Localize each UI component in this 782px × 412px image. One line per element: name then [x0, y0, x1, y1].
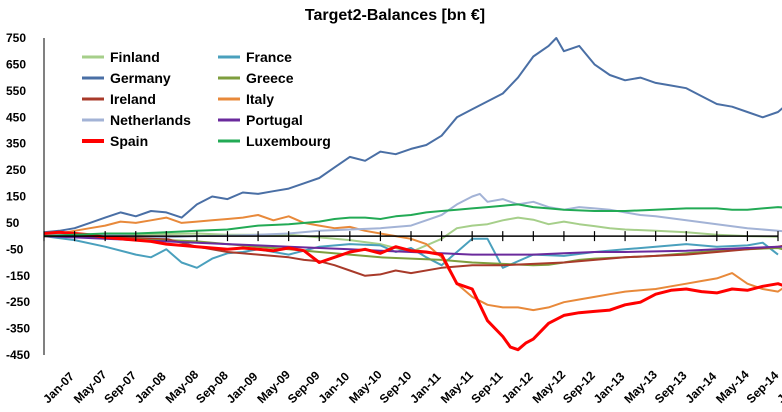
y-tick-label: 50 — [6, 216, 20, 230]
y-tick-label: 150 — [6, 190, 26, 204]
x-tick-label: Sep-11 — [468, 369, 505, 406]
x-tick-label: Jan-14 — [682, 369, 719, 406]
y-tick-label: 750 — [6, 31, 26, 45]
y-tick-label: 350 — [6, 137, 26, 151]
x-tick-label: Jan-12 — [499, 369, 536, 406]
y-tick-label: -250 — [6, 295, 30, 309]
x-tick-label: Sep-10 — [377, 368, 415, 406]
x-tick-label: Sep-07 — [101, 368, 139, 406]
series-line-spain — [43, 230, 782, 352]
legend-label: France — [246, 49, 292, 65]
legend-label: Portugal — [246, 112, 303, 128]
x-tick-label: Sep-13 — [652, 368, 690, 406]
x-tick-label: Jan-11 — [407, 370, 444, 407]
x-tick-label: May-07 — [71, 367, 110, 406]
legend-label: Germany — [110, 70, 171, 86]
x-tick-label: Sep-08 — [193, 368, 231, 406]
y-tick-label: -50 — [6, 242, 24, 256]
x-tick-label: May-13 — [621, 367, 660, 406]
y-tick-label: 650 — [6, 57, 26, 71]
legend-label: Greece — [246, 70, 294, 86]
y-tick-label: 450 — [6, 110, 26, 124]
legend-label: Netherlands — [110, 112, 191, 128]
x-tick-label: Sep-14 — [744, 368, 782, 406]
x-tick-label: May-11 — [438, 368, 476, 406]
legend-label: Finland — [110, 49, 160, 65]
series-line-germany — [43, 37, 782, 234]
chart-title: Target2-Balances [bn €] — [305, 7, 485, 24]
x-tick-label: Jan-08 — [132, 369, 169, 406]
legend-label: Italy — [246, 91, 274, 107]
legend-label: Luxembourg — [246, 133, 331, 149]
series-line-luxembourg — [43, 203, 782, 238]
x-tick-label: May-10 — [346, 367, 385, 406]
y-tick-label: 250 — [6, 163, 26, 177]
x-tick-label: May-09 — [254, 367, 293, 406]
x-tick-label: Jan-09 — [224, 369, 261, 406]
y-tick-label: 550 — [6, 84, 26, 98]
y-tick-label: -350 — [6, 322, 30, 336]
series-line-italy — [43, 214, 782, 312]
x-tick-label: May-08 — [163, 367, 202, 406]
x-tick-label: May-12 — [530, 367, 569, 406]
x-tick-label: Sep-09 — [285, 368, 323, 406]
legend-label: Spain — [110, 133, 148, 149]
legend: Finland France Germany Greece Ireland Italy Ne… — [82, 49, 331, 149]
legend-label: Ireland — [110, 91, 156, 107]
x-tick-label: Sep-12 — [560, 368, 598, 406]
x-tick-label: Jan-10 — [315, 369, 352, 406]
y-tick-label: -450 — [6, 348, 30, 362]
x-tick-label: Jan-13 — [591, 369, 628, 406]
x-tick-label: May-14 — [713, 367, 752, 406]
x-tick-label: Jan-07 — [40, 369, 77, 406]
y-tick-label: -150 — [6, 269, 30, 283]
